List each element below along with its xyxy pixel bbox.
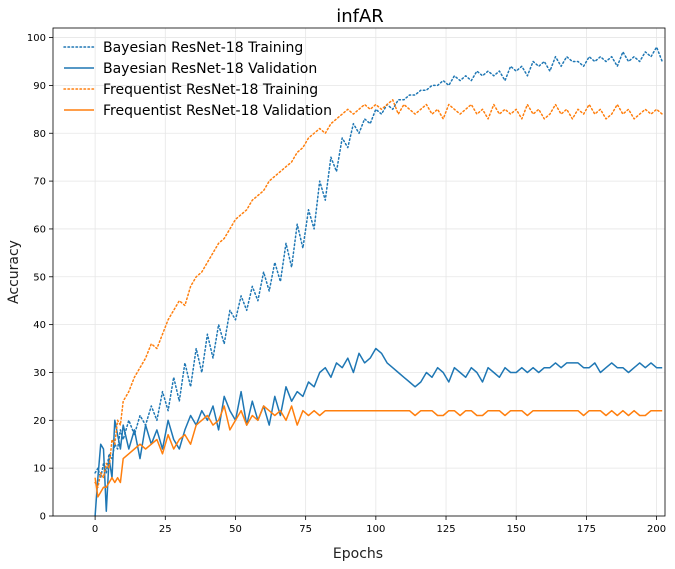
legend: Bayesian ResNet-18 Training Bayesian ResN… [63, 40, 332, 119]
y-tick-label: 0 [40, 512, 46, 523]
y-tick-label: 90 [33, 81, 46, 92]
series-layer [94, 46, 663, 517]
legend-label: Bayesian ResNet-18 Validation [103, 61, 317, 77]
x-tick-label: 125 [436, 524, 455, 535]
y-tick-label: 80 [33, 129, 46, 140]
series-line-1 [94, 46, 663, 479]
x-tick-label: 50 [229, 524, 242, 535]
y-tick-label: 30 [33, 368, 46, 379]
chart-title: infAR [336, 6, 384, 27]
series-line-3 [94, 99, 663, 489]
y-tick-label: 60 [33, 224, 46, 235]
legend-label: Frequentist ResNet-18 Validation [103, 103, 332, 119]
series-line-2 [94, 347, 663, 517]
x-tick-label: 100 [366, 524, 385, 535]
y-axis-label: Accuracy [6, 240, 22, 304]
series-line-4 [94, 405, 663, 498]
x-axis-label: Epochs [333, 546, 383, 562]
y-tick-label: 20 [33, 416, 46, 427]
y-tick-label: 40 [33, 320, 46, 331]
y-tick-label: 70 [33, 177, 46, 188]
x-tick-label: 175 [577, 524, 596, 535]
x-tick-label: 0 [92, 524, 98, 535]
x-tick-label: 25 [159, 524, 172, 535]
legend-label: Frequentist ResNet-18 Training [103, 82, 318, 98]
y-tick-label: 50 [33, 272, 46, 283]
x-tick-label: 75 [299, 524, 312, 535]
axis-ticks: 0 25 50 75 100 125 150 175 200 0 10 20 30 40 50 60 70 80 9… [27, 33, 666, 535]
grid [53, 28, 665, 517]
x-tick-label: 200 [647, 524, 666, 535]
y-tick-label: 10 [33, 464, 46, 475]
y-tick-label: 100 [27, 33, 46, 44]
x-tick-label: 150 [507, 524, 526, 535]
plot-frame [52, 27, 666, 517]
legend-label: Bayesian ResNet-18 Training [103, 40, 303, 56]
